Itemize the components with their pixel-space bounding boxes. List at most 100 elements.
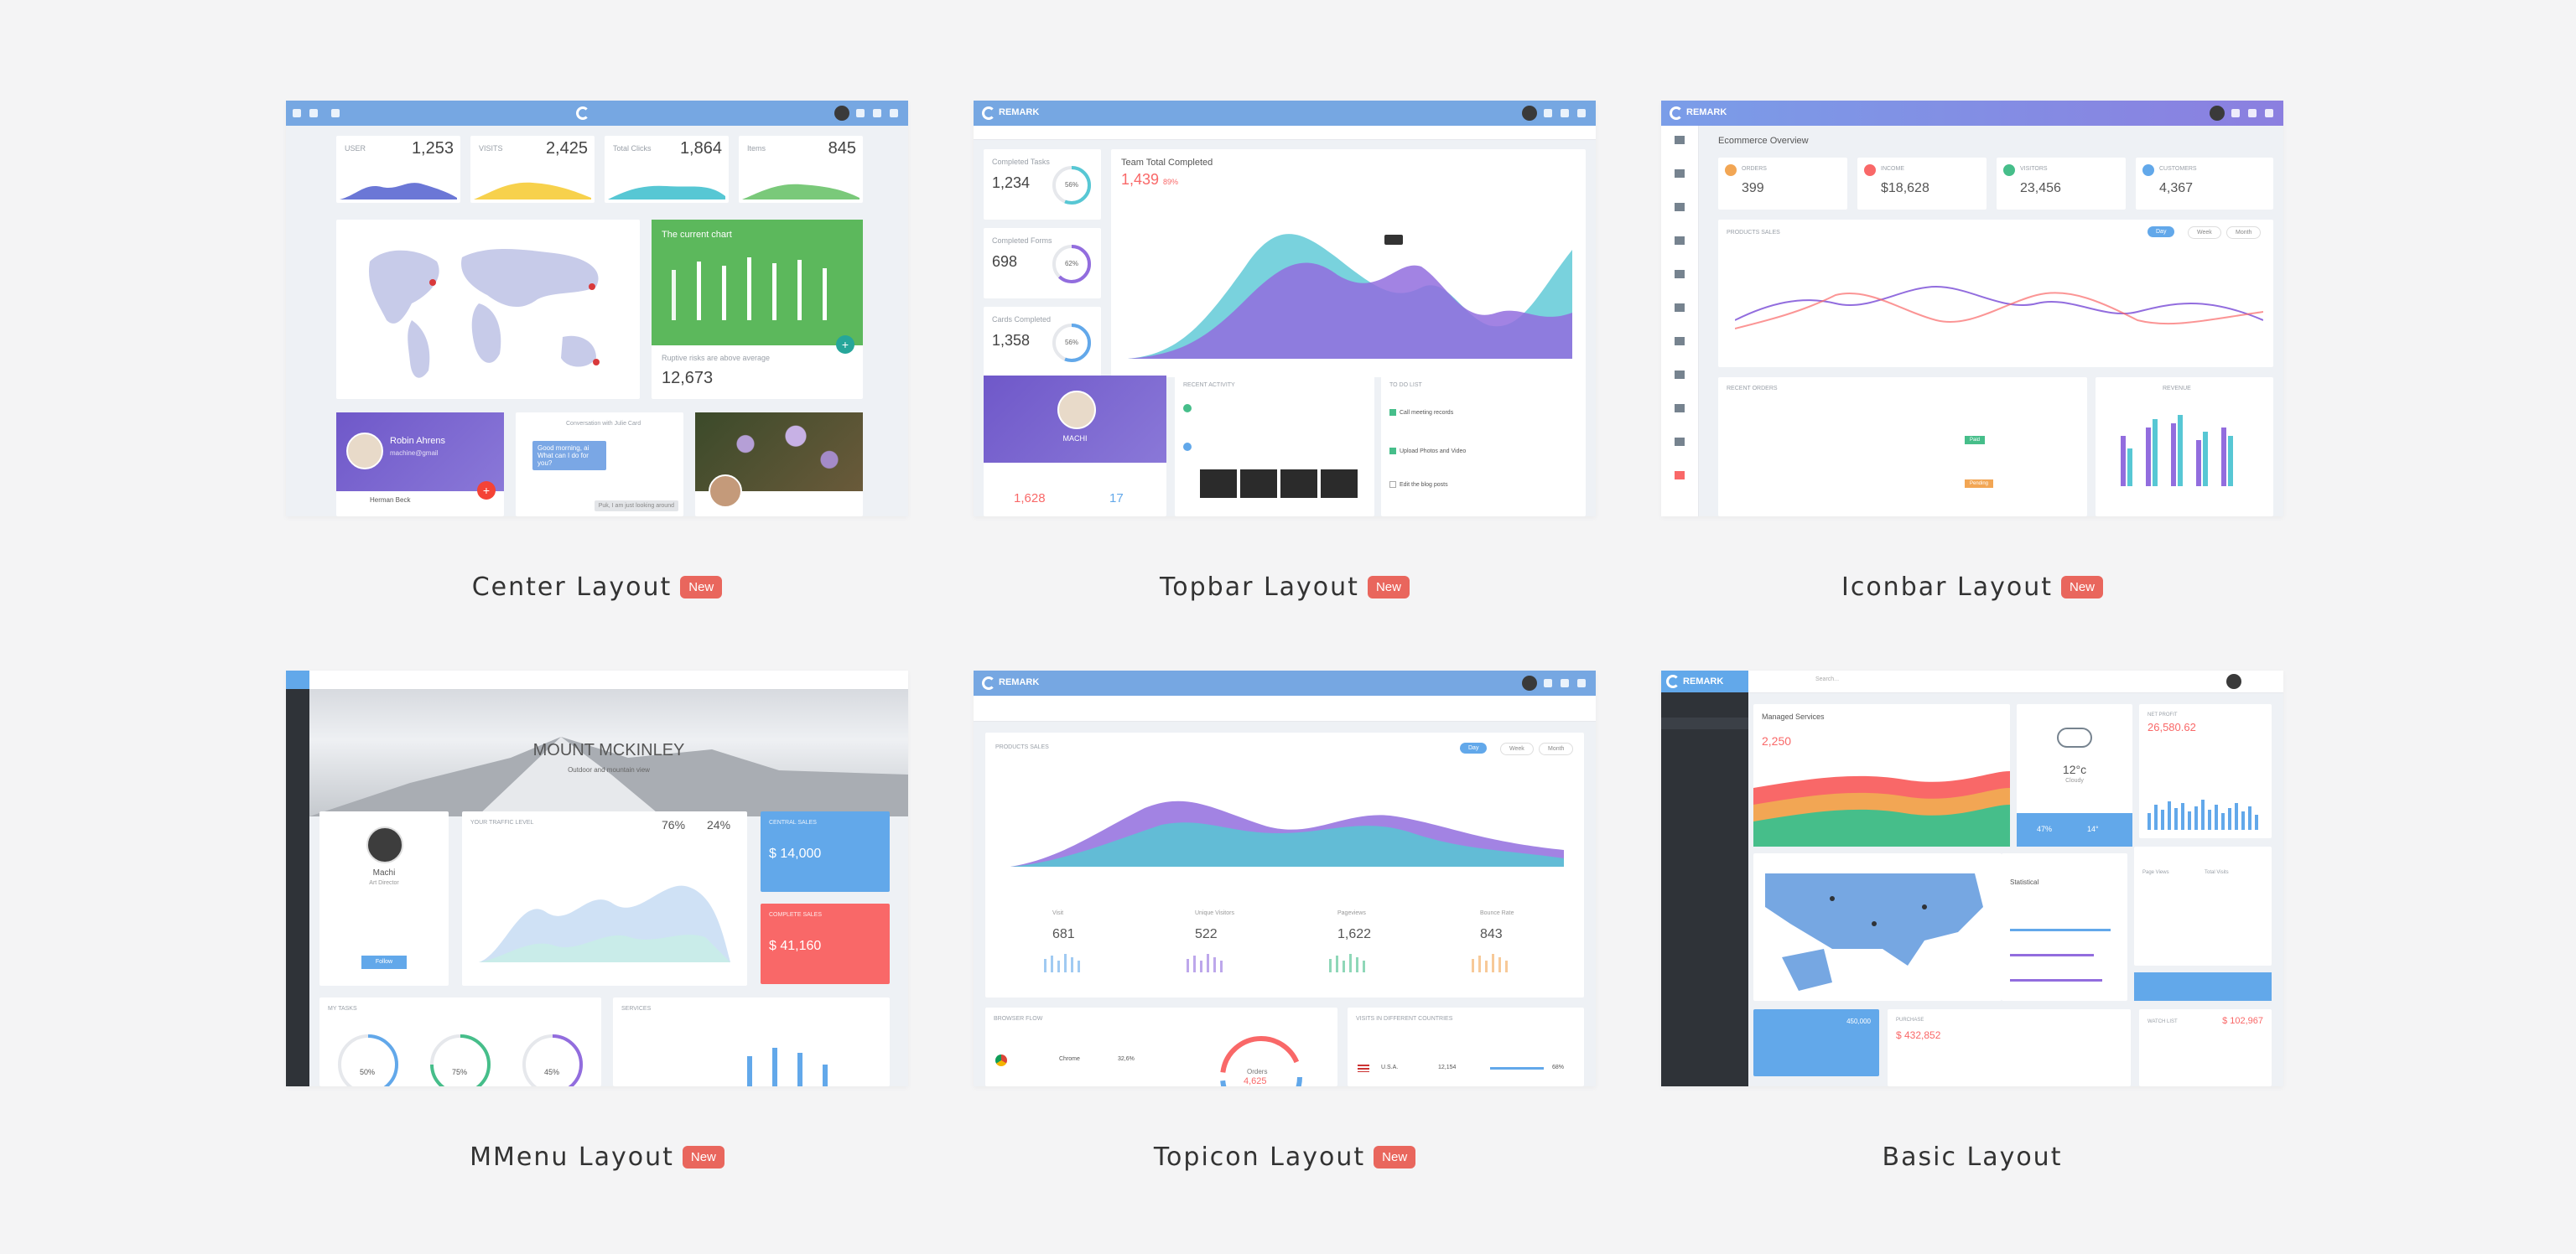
donut-45 xyxy=(522,1034,583,1086)
new-badge: New xyxy=(1367,575,1410,598)
search-input[interactable]: Search... xyxy=(1815,676,1840,682)
profile-name: Robin Ahrens xyxy=(390,436,446,446)
tooltip xyxy=(1384,235,1403,245)
follow-button[interactable]: Follow xyxy=(361,956,407,969)
topbar: REMARK xyxy=(974,101,1596,126)
stat-label: INCOME xyxy=(1881,166,1904,172)
team-chart-panel: Team Total Completed 1,439 89% xyxy=(1111,149,1586,377)
stat-label: USER xyxy=(345,144,366,153)
todo-item[interactable]: Call meeting records xyxy=(1389,409,1453,416)
chrome-icon xyxy=(995,1054,1007,1066)
sidebar-active[interactable] xyxy=(1661,718,1748,729)
apps-icon[interactable] xyxy=(1675,471,1685,479)
managed-services-panel: Managed Services 2,250 xyxy=(1753,704,2010,847)
store-card-1: CENTRAL SALES $ 14,000 xyxy=(761,811,890,892)
stat-value: 1,234 xyxy=(992,174,1031,191)
tab-day[interactable]: Day xyxy=(1460,743,1488,754)
progress-bar xyxy=(2010,954,2094,956)
new-badge: New xyxy=(680,575,723,598)
dashboard-icon[interactable] xyxy=(1675,136,1685,144)
forms-icon[interactable] xyxy=(1675,370,1685,379)
chat-icon xyxy=(2265,109,2273,117)
bar-chart xyxy=(747,1048,828,1086)
weather-footer: 47% 14° xyxy=(2017,813,2132,847)
store-label: COMPLETE SALES xyxy=(769,912,823,918)
net-value: 26,580.62 xyxy=(2148,721,2196,733)
mmenu-layout-thumbnail[interactable]: MOUNT MCKINLEY Outdoor and mountain view… xyxy=(286,671,908,1086)
bar-chart xyxy=(2121,415,2233,486)
topbar xyxy=(309,671,908,690)
basic-ui-icon[interactable] xyxy=(1675,236,1685,245)
chat-icon xyxy=(1577,679,1586,687)
stat-icon xyxy=(2142,164,2154,176)
topbar-layout-caption[interactable]: Topbar Layout New xyxy=(974,566,1596,608)
mmenu-layout-caption[interactable]: MMenu Layout New xyxy=(286,1136,908,1178)
add-icon[interactable]: + xyxy=(836,335,854,354)
topbar xyxy=(286,101,908,126)
todo-item[interactable]: Upload Photos and Video xyxy=(1389,448,1466,454)
temperature: 12°c xyxy=(2062,763,2087,776)
topicon-layout-caption[interactable]: Topicon Layout New xyxy=(974,1136,1596,1178)
todo-title: TO DO LIST xyxy=(1389,382,1422,388)
world-map xyxy=(369,249,600,378)
team-title: Team Total Completed xyxy=(1121,158,1213,168)
stat-value: 522 xyxy=(1195,927,1218,941)
mobile-value: 450,000 xyxy=(1846,1018,1871,1025)
basic-layout-caption[interactable]: Basic Layout xyxy=(1661,1136,2283,1178)
stat-label: Completed Tasks xyxy=(992,158,1050,166)
layouts-icon[interactable] xyxy=(1675,169,1685,178)
tables-icon[interactable] xyxy=(1675,404,1685,412)
layout-name: Basic Layout xyxy=(1882,1142,2063,1172)
basic-layout-thumbnail[interactable]: REMARK Search... Managed Services 2,250 … xyxy=(1661,671,2283,1086)
dark-sidebar xyxy=(286,671,309,1086)
tab-month[interactable]: Month xyxy=(1539,743,1574,755)
menu-icon xyxy=(293,109,301,117)
center-layout-caption[interactable]: Center Layout New xyxy=(286,566,908,608)
stat-value: 23,456 xyxy=(2020,181,2061,195)
revenue-panel: REVENUE xyxy=(2096,377,2273,516)
widgets-icon[interactable] xyxy=(1675,337,1685,345)
tab-week[interactable]: Week xyxy=(1500,743,1534,755)
topbar-layout-thumbnail[interactable]: REMARK Completed Tasks 1,234 56% Complet… xyxy=(974,101,1596,516)
bell-icon xyxy=(1544,679,1552,687)
area-chart xyxy=(1010,801,1564,867)
center-layout-thumbnail[interactable]: USER 1,253 VISITS 2,425 Total Clicks 1,8… xyxy=(286,101,908,516)
advanced-ui-icon[interactable] xyxy=(1675,270,1685,278)
big-number: 12,673 xyxy=(662,369,714,387)
new-badge: New xyxy=(1374,1145,1416,1168)
layout-name: Center Layout xyxy=(471,572,673,602)
stat-icon xyxy=(1725,164,1737,176)
browser-flow-panel: BROWSER FLOW Chrome 32,6% Orders 4,625 xyxy=(985,1008,1337,1086)
purchase-value: $ 432,852 xyxy=(1896,1029,1941,1041)
chart-note: Ruptive risks are above average xyxy=(662,354,771,362)
page-title: Ecommerce Overview xyxy=(1718,136,1809,146)
pages-icon[interactable] xyxy=(1675,203,1685,211)
todo-item[interactable]: Edit the blog posts xyxy=(1389,481,1448,488)
tab-week[interactable]: Week xyxy=(2188,226,2221,239)
brand-name: REMARK xyxy=(999,677,1040,687)
stat-card-clicks: Total Clicks 1,864 xyxy=(605,136,729,203)
avatar xyxy=(2226,674,2241,689)
topicon-layout-thumbnail[interactable]: REMARK PRODUCTS SALES Day Week Month Vis… xyxy=(974,671,1596,1086)
sidebar-brand: REMARK xyxy=(1661,671,1748,692)
views-label: Page Views xyxy=(2142,870,2169,875)
tab-month[interactable]: Month xyxy=(2226,226,2262,239)
add-icon[interactable]: + xyxy=(477,481,496,500)
friend-name: Herman Beck xyxy=(370,496,411,504)
avatar xyxy=(709,474,742,508)
structure-icon[interactable] xyxy=(1675,303,1685,312)
chart-icon[interactable] xyxy=(1675,438,1685,446)
new-badge: New xyxy=(2060,575,2103,598)
stat-label: Items xyxy=(747,144,766,153)
browser-name: Chrome xyxy=(1059,1056,1080,1062)
weather-text: Cloudy xyxy=(2065,778,2084,784)
recent-orders-panel: RECENT ORDERS Paid Pending xyxy=(1718,377,2087,516)
stat-card-visits: VISITS 2,425 xyxy=(470,136,595,203)
mountain-image xyxy=(309,737,908,816)
activity-images xyxy=(1200,469,1359,498)
profile-name: MACHI xyxy=(1062,434,1088,443)
iconbar-layout-thumbnail[interactable]: REMARK Ecommerce Overview ORDERS 399 INC… xyxy=(1661,101,2283,516)
stat-value: 1,622 xyxy=(1337,927,1372,941)
iconbar-layout-caption[interactable]: Iconbar Layout New xyxy=(1661,566,2283,608)
tab-day[interactable]: Day xyxy=(2148,226,2175,237)
